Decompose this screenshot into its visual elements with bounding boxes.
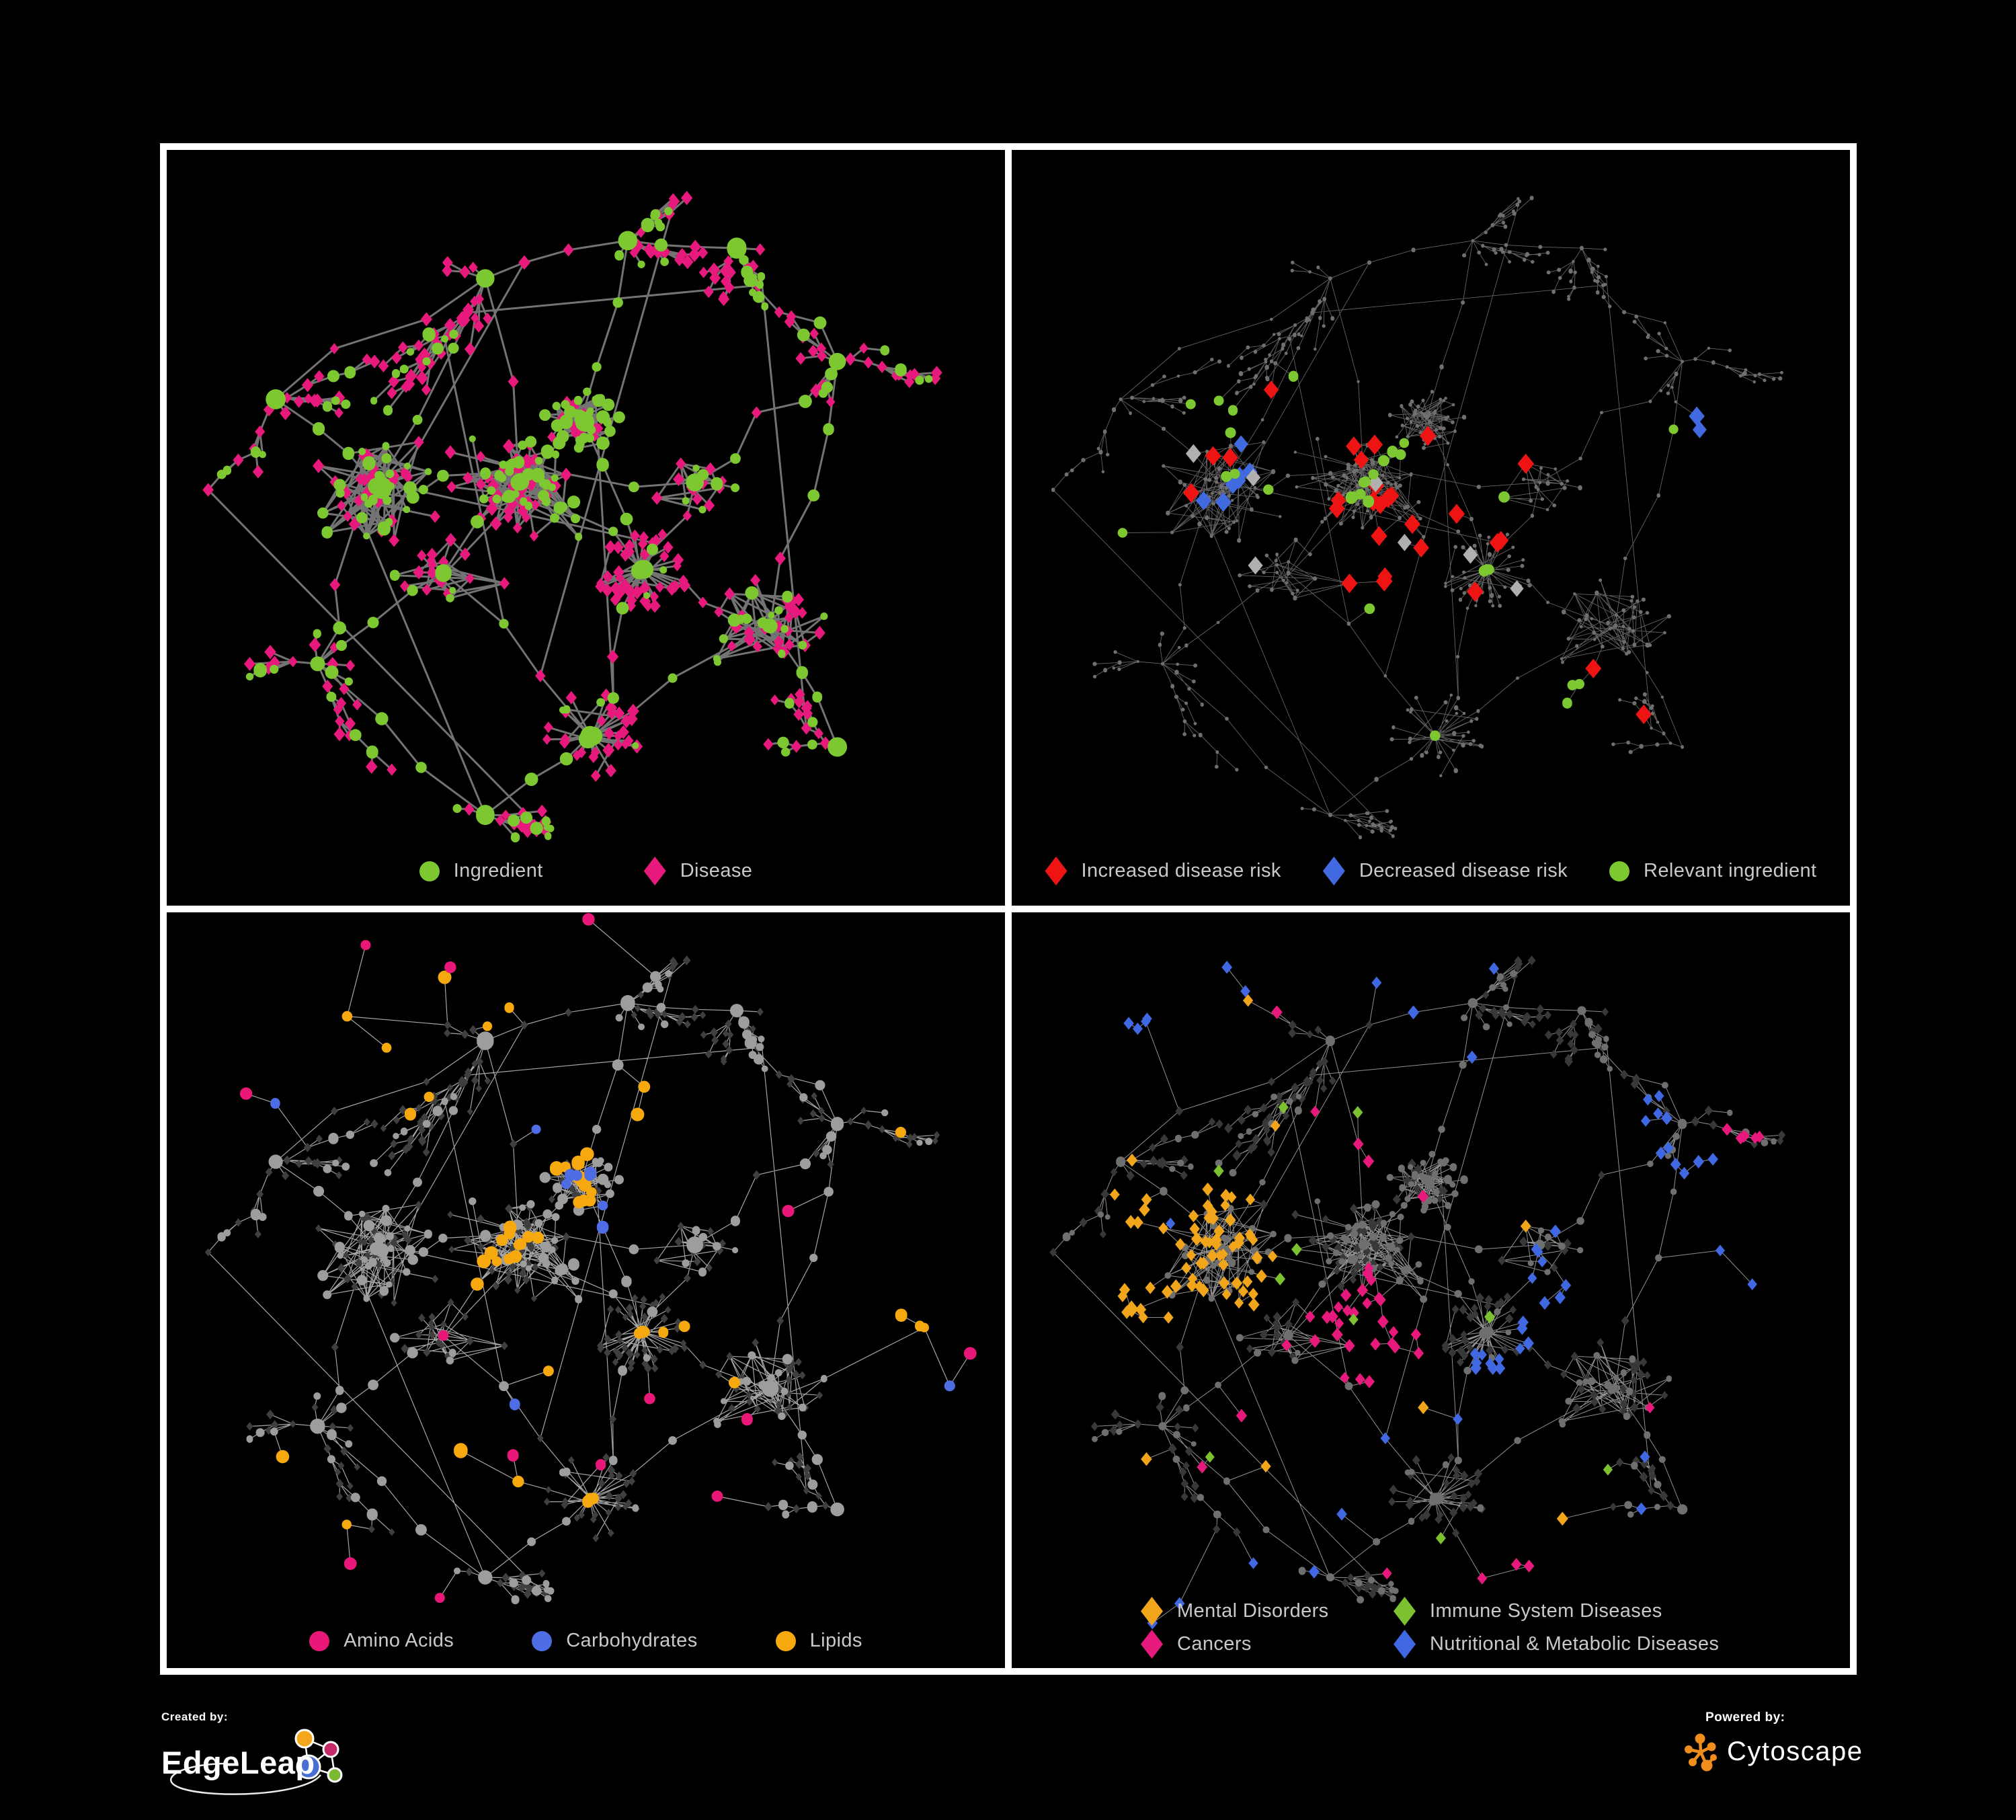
legend-label: Lipids — [809, 1630, 862, 1651]
legend-item: Ingredient — [419, 860, 543, 882]
legend-item: Carbohydrates — [532, 1630, 697, 1652]
cytoscape-credit: Powered by: Cytoscape — [1683, 1710, 1863, 1772]
legend-item: Relevant ingredient — [1609, 860, 1816, 882]
legend-diamond-marker — [1322, 857, 1345, 885]
legend-diamond-marker — [643, 857, 666, 885]
legend-circle-marker — [532, 1630, 553, 1651]
legend-item: Increased disease risk — [1045, 857, 1281, 885]
edgeleap-swoosh — [170, 1762, 321, 1795]
panel-ingredient-disease: Ingredient Disease — [167, 150, 1005, 906]
network-edges — [1053, 198, 1782, 838]
legend-disease-risk: Increased disease risk Decreased disease … — [1012, 857, 1850, 885]
network-graph-disease-classes — [1049, 955, 1786, 1630]
network-graph-ingredient-disease — [202, 190, 942, 842]
edgeleap-wordmark: EdgeLeap — [161, 1745, 315, 1780]
legend-label: Nutritional & Metabolic Diseases — [1430, 1633, 1720, 1655]
legend-label: Immune System Diseases — [1430, 1600, 1662, 1622]
legend-item: Amino Acids — [309, 1630, 454, 1652]
legend-item: Nutritional & Metabolic Diseases — [1394, 1630, 1719, 1659]
legend-macronutrients: Amino Acids Carbohydrates Lipids — [167, 1630, 1005, 1652]
legend-circle-marker — [775, 1630, 796, 1651]
legend-item: Cancers — [1141, 1630, 1252, 1659]
legend-item: Lipids — [775, 1630, 862, 1652]
legend-circle-marker — [419, 861, 440, 881]
legend-ingredient-disease: Ingredient Disease — [167, 857, 1005, 885]
legend-label: Amino Acids — [344, 1630, 454, 1651]
legend-label: Relevant ingredient — [1644, 860, 1817, 881]
edgeleap-credit: Created by: EdgeLeap — [161, 1710, 383, 1808]
legend-label: Mental Disorders — [1177, 1600, 1329, 1622]
legend-diamond-marker — [1394, 1597, 1416, 1626]
edgeleap-node-green — [327, 1767, 343, 1783]
edgeleap-node-orange — [294, 1729, 315, 1749]
panel-grid: Ingredient Disease Increased disease risk… — [160, 143, 1857, 1675]
edgeleap-glyph-nodes — [294, 1729, 343, 1783]
legend-item: Immune System Diseases — [1394, 1597, 1662, 1626]
legend-label: Increased disease risk — [1081, 860, 1281, 881]
network-nodes — [1117, 370, 1679, 741]
legend-disease-classes: Mental Disorders Immune System Diseases Ca… — [1141, 1597, 1719, 1659]
legend-label: Carbohydrates — [566, 1630, 698, 1651]
legend-label: Decreased disease risk — [1359, 860, 1568, 881]
legend-circle-marker — [1609, 861, 1630, 881]
network-nodes — [1183, 381, 1652, 725]
legend-diamond-marker — [1141, 1597, 1163, 1626]
panel-macronutrient-classes: Amino Acids Carbohydrates Lipids — [167, 912, 1005, 1668]
panel-disease-risk: Increased disease risk Decreased disease … — [1012, 150, 1850, 906]
network-nodes — [1109, 994, 1568, 1526]
edgeleap-node-blue — [296, 1754, 321, 1780]
edgeleap-logo: EdgeLeap — [161, 1729, 343, 1795]
edgeleap-node-magenta — [322, 1741, 339, 1758]
legend-label: Cancers — [1177, 1633, 1252, 1655]
legend-item: Decreased disease risk — [1322, 857, 1568, 885]
powered-by-label: Powered by: — [1705, 1710, 1785, 1725]
panel-disease-classes: Mental Disorders Immune System Diseases Ca… — [1012, 912, 1850, 1668]
network-graph-macronutrients — [204, 913, 977, 1605]
cytoscape-icon-nodes — [1685, 1733, 1717, 1772]
legend-diamond-marker — [1141, 1630, 1163, 1659]
legend-label: Disease — [680, 860, 753, 881]
legend-item: Disease — [643, 857, 753, 885]
legend-item: Mental Disorders — [1141, 1597, 1329, 1626]
network-nodes — [202, 190, 942, 838]
legend-diamond-marker — [1394, 1630, 1416, 1659]
cytoscape-wordmark: Cytoscape — [1727, 1736, 1863, 1766]
legend-label: Ingredient — [453, 860, 543, 881]
legend-diamond-marker — [1045, 857, 1067, 885]
legend-circle-marker — [309, 1630, 330, 1651]
network-graph-disease-risk — [1051, 196, 1783, 840]
created-by-label: Created by: — [161, 1710, 229, 1723]
cytoscape-icon — [1685, 1733, 1717, 1772]
